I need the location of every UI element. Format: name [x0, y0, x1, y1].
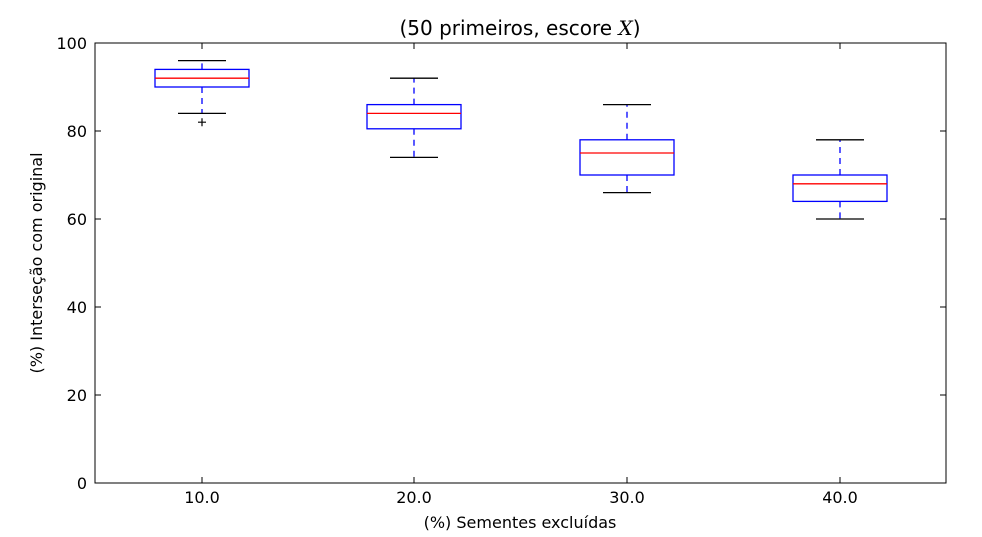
chart-title-suffix: ) [633, 16, 641, 40]
box-iqr [579, 139, 675, 176]
box-group [154, 59, 250, 127]
chart-title: (50 primeiros, escore X) [399, 16, 640, 40]
box-iqr [366, 103, 462, 130]
chart-title-prefix: (50 primeiros, escore [399, 16, 618, 40]
box-group [579, 103, 675, 194]
x-tick-label: 20.0 [396, 488, 432, 507]
y-tick-label: 60 [67, 210, 87, 229]
plot-frame [94, 42, 947, 484]
y-tick-label: 40 [67, 298, 87, 317]
box-iqr [792, 174, 888, 203]
x-tick-label: 10.0 [184, 488, 220, 507]
box-group [366, 77, 462, 159]
x-axis-label: (%) Sementes excluídas [424, 513, 617, 532]
y-tick-label: 20 [67, 386, 87, 405]
x-tick-label: 40.0 [822, 488, 858, 507]
chart-title-variable: X [616, 16, 633, 40]
y-tick-label: 0 [77, 474, 87, 493]
y-tick-label: 80 [67, 122, 87, 141]
outlier-marker [198, 118, 206, 127]
box-group [792, 139, 888, 220]
x-tick-label: 30.0 [609, 488, 645, 507]
y-tick-label: 100 [56, 34, 87, 53]
plot-area: 0 20 40 60 80 100 10.0 20.0 30.0 40.0 [56, 34, 947, 507]
y-axis-label: (%) Interseção com original [27, 152, 46, 373]
